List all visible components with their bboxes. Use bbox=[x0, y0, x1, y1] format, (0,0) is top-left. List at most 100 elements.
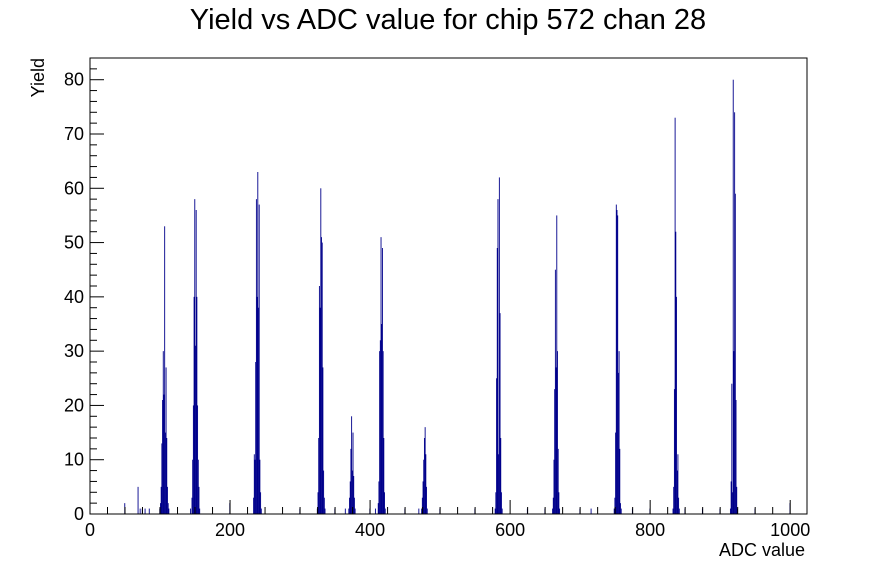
histogram-bin bbox=[384, 492, 385, 514]
histogram-bin bbox=[167, 503, 169, 514]
x-tick-label: 0 bbox=[85, 520, 95, 540]
histogram-bin bbox=[732, 79, 734, 515]
histogram-bin bbox=[675, 231, 677, 514]
histogram-bin bbox=[190, 508, 192, 514]
histogram-bin bbox=[558, 492, 560, 514]
histogram-bin bbox=[673, 486, 675, 514]
histogram-bin bbox=[163, 394, 165, 514]
histogram-bin bbox=[494, 508, 496, 514]
y-axis-label: Yield bbox=[28, 58, 48, 97]
histogram-bin bbox=[195, 345, 196, 514]
histogram-bin bbox=[323, 497, 325, 514]
y-tick-label: 30 bbox=[64, 341, 84, 361]
histogram-bin bbox=[730, 481, 732, 514]
x-tick-label: 400 bbox=[355, 520, 385, 540]
histogram-bin bbox=[354, 508, 356, 514]
histogram-bin bbox=[197, 459, 199, 514]
histogram-bin bbox=[381, 248, 383, 514]
histogram-bin bbox=[498, 454, 500, 514]
histogram-bin bbox=[318, 438, 320, 514]
histogram-bin bbox=[590, 508, 592, 514]
y-tick-label: 40 bbox=[64, 287, 84, 307]
histogram-bin bbox=[318, 286, 320, 514]
histogram-bin bbox=[160, 486, 162, 514]
histogram-bin bbox=[617, 372, 619, 514]
histogram-bin bbox=[353, 476, 355, 514]
histogram-bin bbox=[256, 296, 258, 514]
histogram-bin bbox=[380, 237, 382, 514]
histogram-bin bbox=[195, 210, 197, 514]
histogram-bin bbox=[164, 226, 166, 515]
histogram-bin bbox=[254, 459, 256, 514]
histogram-bin bbox=[559, 508, 561, 514]
histogram-bin bbox=[321, 237, 322, 514]
histogram-bin bbox=[161, 443, 163, 514]
histogram-bin bbox=[199, 508, 201, 514]
histogram-bin bbox=[731, 383, 733, 514]
histogram-bin bbox=[317, 492, 319, 514]
x-axis-label: ADC value bbox=[719, 540, 805, 560]
y-tick-label: 0 bbox=[74, 504, 84, 524]
x-axis-ticks: 0 200 400 600 800 1000 bbox=[85, 500, 810, 540]
histogram-bin bbox=[350, 448, 352, 514]
histogram-bin bbox=[615, 204, 617, 514]
histogram-bin bbox=[260, 492, 262, 514]
histogram-bin bbox=[166, 438, 168, 514]
histogram-bin bbox=[613, 508, 615, 514]
histogram-bin bbox=[198, 486, 200, 514]
histogram-bin bbox=[259, 459, 261, 514]
histogram-bin bbox=[348, 508, 350, 514]
histogram-bin bbox=[552, 497, 554, 514]
histogram-bin bbox=[192, 459, 194, 514]
y-tick-label: 70 bbox=[64, 124, 84, 144]
histogram-bin bbox=[137, 486, 139, 514]
histogram-bin bbox=[319, 307, 321, 514]
x-tick-label: 1000 bbox=[770, 520, 810, 540]
histogram-bin bbox=[162, 351, 164, 514]
histogram-bin bbox=[374, 508, 376, 514]
histogram-bin bbox=[165, 367, 167, 514]
histogram-bin bbox=[193, 296, 195, 514]
histogram-bin bbox=[616, 210, 618, 514]
histogram-bin bbox=[320, 188, 322, 515]
histogram-bin bbox=[736, 486, 738, 514]
histogram-bin bbox=[383, 438, 385, 514]
histogram-bin bbox=[323, 470, 325, 514]
histogram-bin bbox=[197, 405, 199, 514]
histogram-bin bbox=[555, 367, 557, 514]
histogram-bin bbox=[501, 508, 503, 514]
histogram-bin bbox=[617, 215, 619, 514]
histogram-bin bbox=[258, 204, 260, 514]
histogram-bin bbox=[556, 215, 558, 514]
y-tick-label: 60 bbox=[64, 178, 84, 198]
histogram-bin bbox=[255, 199, 257, 514]
histogram-bin bbox=[421, 497, 423, 514]
histogram-bin bbox=[378, 481, 380, 514]
histogram-bin bbox=[257, 172, 259, 514]
plot-frame bbox=[89, 57, 808, 515]
x-tick-label: 600 bbox=[495, 520, 525, 540]
histogram-bin bbox=[418, 508, 420, 514]
histogram-bin bbox=[344, 508, 346, 514]
histogram-bin bbox=[381, 324, 383, 514]
histogram-bin bbox=[168, 508, 170, 514]
histogram-bin bbox=[734, 193, 736, 514]
histogram-bin bbox=[384, 508, 386, 514]
histogram-bin bbox=[497, 199, 499, 514]
histogram-bin bbox=[733, 351, 735, 514]
histogram-bin bbox=[425, 454, 427, 514]
histogram-bin bbox=[554, 389, 556, 514]
y-tick-label: 10 bbox=[64, 450, 84, 470]
histogram-bin bbox=[500, 438, 502, 514]
histogram-bin bbox=[678, 497, 680, 514]
histogram-bin bbox=[162, 400, 164, 514]
histogram-bin bbox=[351, 470, 353, 514]
histogram-bin bbox=[674, 117, 676, 515]
histogram-bin bbox=[557, 351, 558, 514]
histogram-bin bbox=[729, 508, 731, 514]
histogram-bin bbox=[144, 508, 146, 514]
histogram-bin bbox=[352, 432, 354, 514]
histogram-bin bbox=[553, 459, 555, 514]
histogram-bin bbox=[382, 351, 384, 514]
x-tick-label: 200 bbox=[215, 520, 245, 540]
